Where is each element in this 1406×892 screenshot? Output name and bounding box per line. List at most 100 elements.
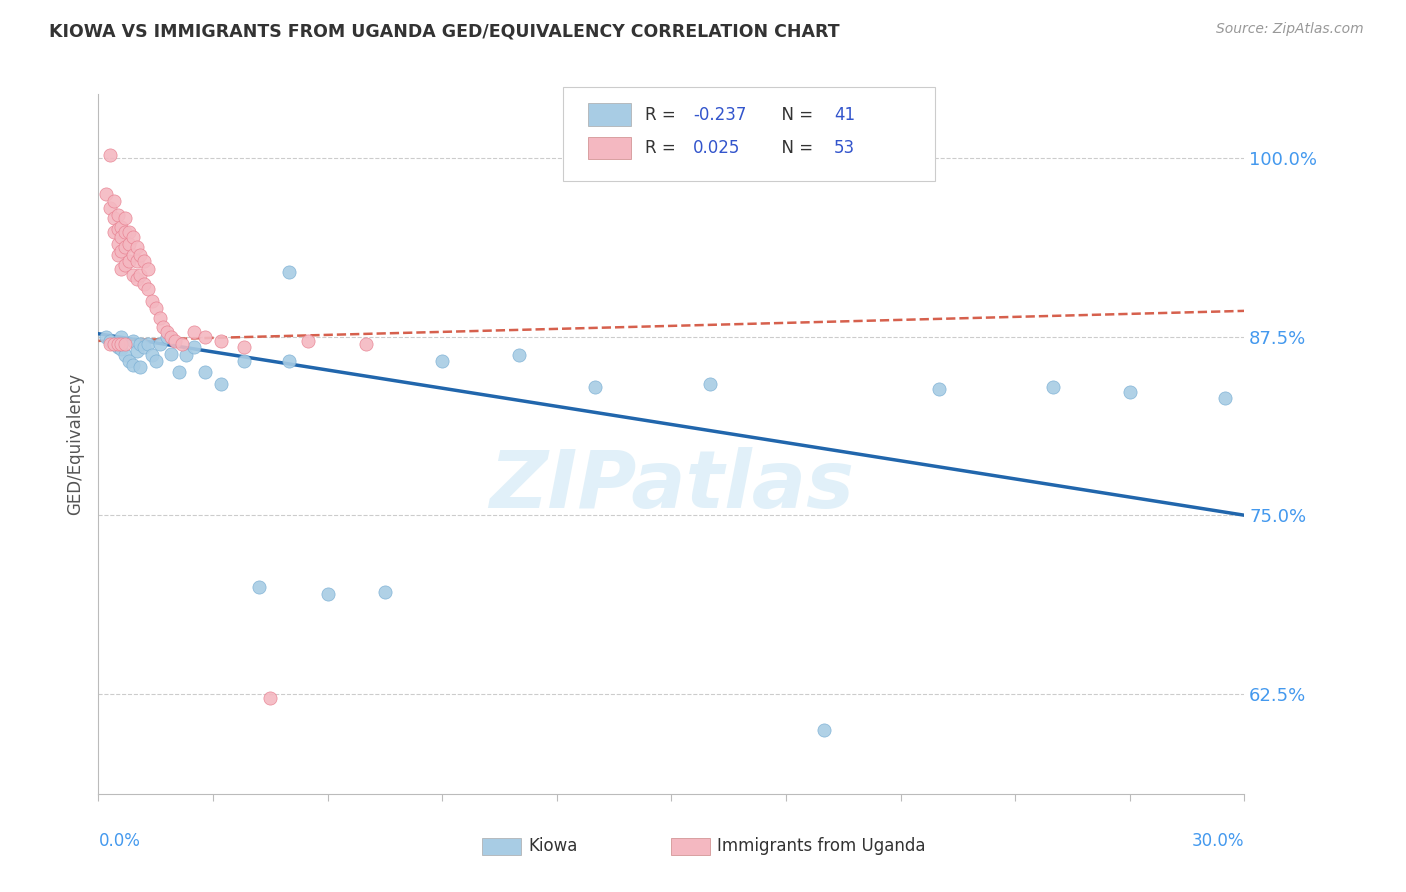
FancyBboxPatch shape [588, 137, 631, 160]
Point [125, 239, 148, 253]
Point [94, 186, 117, 201]
Point [354, 336, 377, 351]
Text: 53: 53 [834, 139, 855, 157]
Point [110, 343, 132, 357]
Text: 0.025: 0.025 [693, 139, 741, 157]
Point [167, 365, 190, 379]
Text: Kiowa: Kiowa [529, 838, 578, 855]
Point [148, 311, 170, 326]
Point [125, 272, 148, 286]
Point [278, 265, 301, 279]
FancyBboxPatch shape [672, 838, 710, 855]
Point [194, 329, 217, 343]
Point [136, 282, 159, 296]
Text: Immigrants from Uganda: Immigrants from Uganda [717, 838, 925, 855]
Point [125, 253, 148, 268]
Point [1175, 805, 1198, 820]
Point [183, 340, 205, 354]
Point [110, 219, 132, 234]
Point [121, 358, 143, 372]
Text: ZIPatlas: ZIPatlas [489, 447, 853, 524]
Point [103, 336, 125, 351]
Point [103, 211, 125, 225]
Point [160, 329, 183, 343]
Point [134, 253, 156, 268]
Point [114, 258, 136, 272]
Point [98, 201, 121, 215]
Text: R =: R = [645, 105, 681, 124]
FancyBboxPatch shape [562, 87, 935, 181]
Point [136, 262, 159, 277]
Point [813, 723, 835, 737]
Point [374, 585, 396, 599]
Point [141, 293, 163, 308]
Point [110, 244, 132, 258]
Point [174, 348, 197, 362]
Text: 0.0%: 0.0% [98, 832, 141, 850]
Text: KIOWA VS IMMIGRANTS FROM UGANDA GED/EQUIVALENCY CORRELATION CHART: KIOWA VS IMMIGRANTS FROM UGANDA GED/EQUI… [49, 22, 839, 40]
Text: N =: N = [770, 105, 818, 124]
Point [232, 340, 254, 354]
Point [129, 359, 152, 374]
Text: -0.237: -0.237 [693, 105, 747, 124]
Point [103, 194, 125, 208]
Point [129, 268, 152, 282]
Point [121, 334, 143, 348]
Text: 41: 41 [834, 105, 855, 124]
Point [297, 334, 319, 348]
Text: 30.0%: 30.0% [1192, 832, 1244, 850]
Point [194, 365, 217, 379]
Point [110, 229, 132, 244]
Point [118, 354, 141, 368]
Point [103, 336, 125, 351]
Point [259, 691, 281, 706]
Text: Source: ZipAtlas.com: Source: ZipAtlas.com [1216, 22, 1364, 37]
Point [114, 225, 136, 239]
Point [107, 208, 129, 222]
Point [583, 379, 606, 393]
Point [163, 334, 186, 348]
Y-axis label: GED/Equivalency: GED/Equivalency [66, 373, 84, 515]
Point [107, 340, 129, 354]
Point [172, 336, 194, 351]
Point [148, 336, 170, 351]
Point [145, 301, 167, 315]
Point [1042, 379, 1064, 393]
Point [141, 348, 163, 362]
FancyBboxPatch shape [482, 838, 522, 855]
Point [114, 239, 136, 253]
Point [508, 348, 530, 362]
Point [121, 248, 143, 262]
Point [160, 347, 183, 361]
Point [209, 334, 232, 348]
Point [98, 334, 121, 348]
Text: N =: N = [770, 139, 818, 157]
Point [103, 225, 125, 239]
Point [1119, 385, 1142, 400]
Point [699, 376, 721, 391]
Point [156, 329, 179, 343]
Point [928, 383, 950, 397]
Point [110, 329, 132, 343]
Point [114, 348, 136, 362]
Text: R =: R = [645, 139, 681, 157]
Point [136, 336, 159, 351]
Point [98, 148, 121, 162]
Point [110, 336, 132, 351]
Point [118, 236, 141, 251]
Point [134, 340, 156, 354]
Point [430, 354, 453, 368]
Point [134, 277, 156, 291]
Point [278, 354, 301, 368]
Point [1213, 391, 1236, 405]
Point [209, 376, 232, 391]
Point [129, 248, 152, 262]
Point [107, 236, 129, 251]
Point [107, 248, 129, 262]
Point [110, 262, 132, 277]
Point [98, 336, 121, 351]
Point [107, 222, 129, 236]
Point [129, 336, 152, 351]
Point [145, 354, 167, 368]
Point [114, 211, 136, 225]
